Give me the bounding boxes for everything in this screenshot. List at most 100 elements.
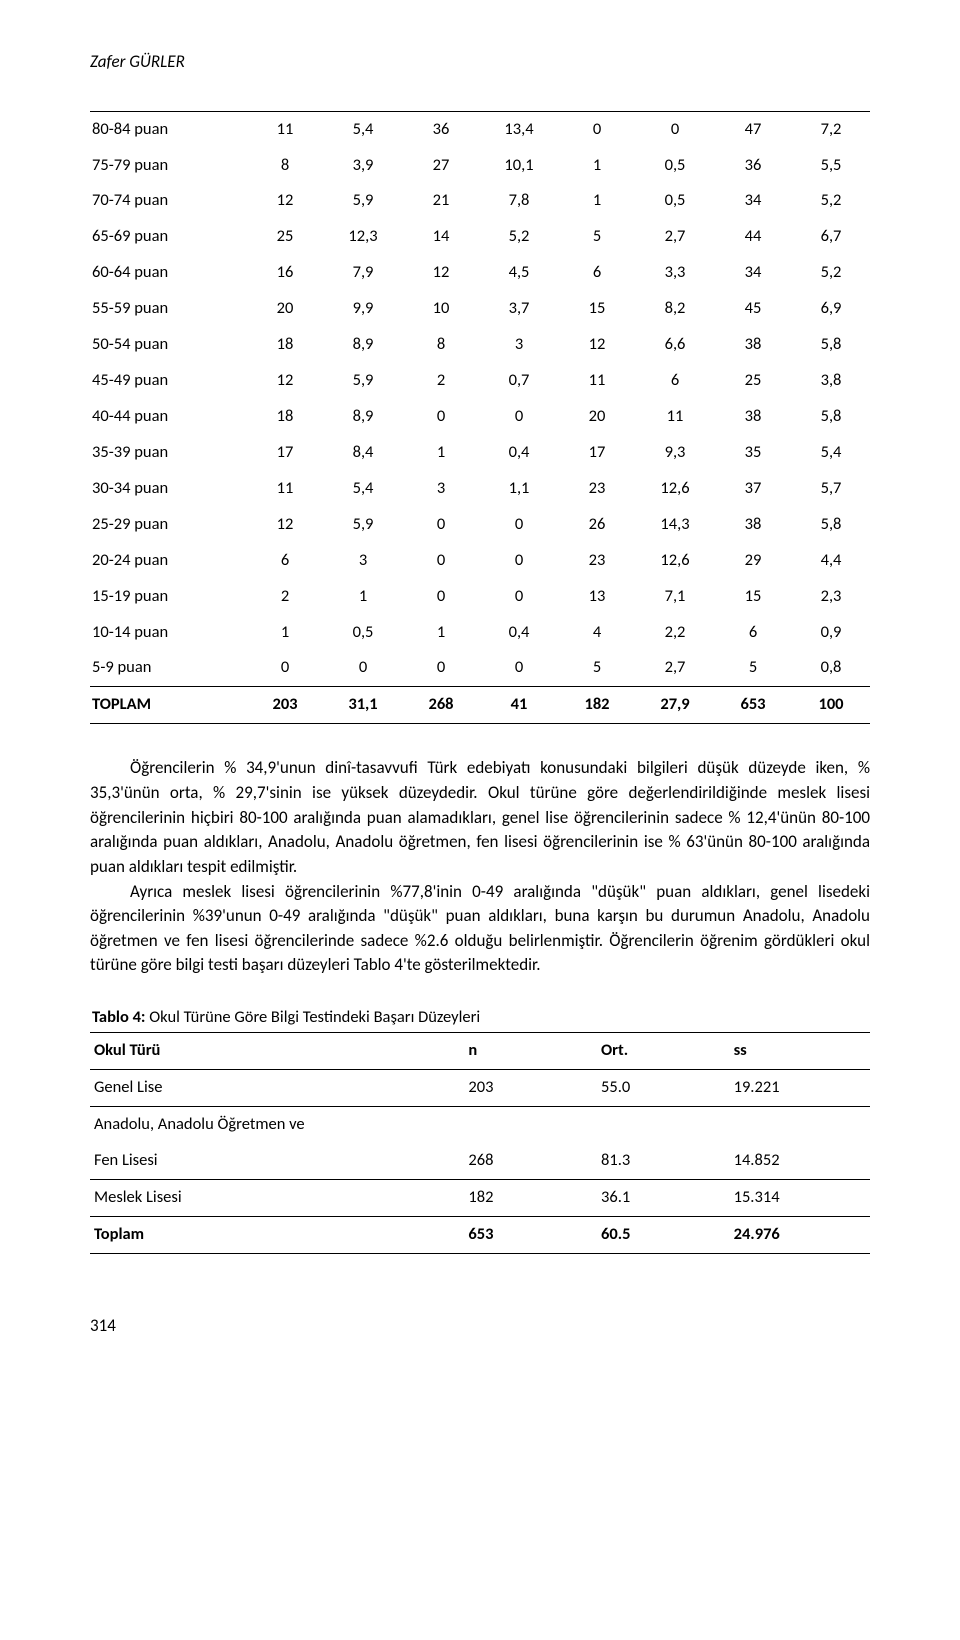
table-cell: 3,3 xyxy=(636,255,714,291)
table-cell: 14 xyxy=(402,219,480,255)
table-cell: 4 xyxy=(558,615,636,651)
table-cell: 5,4 xyxy=(324,471,402,507)
table-cell: 26 xyxy=(558,507,636,543)
table-cell: 10 xyxy=(402,291,480,327)
table-cell: 27 xyxy=(402,148,480,184)
table-cell: 2,3 xyxy=(792,579,870,615)
table-cell: 37 xyxy=(714,471,792,507)
table-cell: 5,9 xyxy=(324,363,402,399)
total-label: TOPLAM xyxy=(90,687,246,724)
table-cell: 21 xyxy=(402,183,480,219)
table-cell: 60.5 xyxy=(597,1216,730,1253)
table-cell: 9,9 xyxy=(324,291,402,327)
table-cell: 0,5 xyxy=(636,183,714,219)
table-cell: 6 xyxy=(636,363,714,399)
table-cell: 0 xyxy=(636,111,714,147)
table-cell: 5-9 puan xyxy=(90,650,246,686)
table-cell: 5,5 xyxy=(792,148,870,184)
table-cell: Meslek Lisesi xyxy=(90,1179,464,1216)
table-cell: 24.976 xyxy=(730,1216,870,1253)
table-row: Genel Lise20355.019.221 xyxy=(90,1069,870,1106)
table-cell: 3 xyxy=(480,327,558,363)
table-cell: 5,9 xyxy=(324,183,402,219)
table-cell: 0,4 xyxy=(480,435,558,471)
table-cell: 5,8 xyxy=(792,507,870,543)
table-cell: 1 xyxy=(324,579,402,615)
table-cell: 1 xyxy=(558,183,636,219)
table-cell: 3,7 xyxy=(480,291,558,327)
table-cell: 6,9 xyxy=(792,291,870,327)
table-cell: 6 xyxy=(558,255,636,291)
table-cell: 17 xyxy=(246,435,324,471)
table-cell: 2,7 xyxy=(636,219,714,255)
table-cell: 11 xyxy=(246,471,324,507)
table-cell: 60-64 puan xyxy=(90,255,246,291)
table-cell: 20 xyxy=(558,399,636,435)
table-cell: 8,4 xyxy=(324,435,402,471)
table-cell: 75-79 puan xyxy=(90,148,246,184)
table-cell: 268 xyxy=(402,687,480,724)
table-cell: 2 xyxy=(402,363,480,399)
paragraph: Ayrıca meslek lisesi öğrencilerinin %77,… xyxy=(90,880,870,979)
table-cell: 15.314 xyxy=(730,1179,870,1216)
table-cell xyxy=(730,1106,870,1142)
table-cell: 20-24 puan xyxy=(90,543,246,579)
table-cell: 45 xyxy=(714,291,792,327)
table-row: 60-64 puan167,9124,563,3345,2 xyxy=(90,255,870,291)
table-cell: 653 xyxy=(714,687,792,724)
table-cell: 5,7 xyxy=(792,471,870,507)
table-cell: Fen Lisesi xyxy=(90,1143,464,1179)
table-cell: 41 xyxy=(480,687,558,724)
table-cell: 65-69 puan xyxy=(90,219,246,255)
table-cell: 203 xyxy=(246,687,324,724)
table-row: 75-79 puan83,92710,110,5365,5 xyxy=(90,148,870,184)
table-cell: 40-44 puan xyxy=(90,399,246,435)
table-cell: 12,6 xyxy=(636,471,714,507)
table-header-cell: n xyxy=(464,1033,597,1070)
table-cell: 3,8 xyxy=(792,363,870,399)
table-header-cell: Okul Türü xyxy=(90,1033,464,1070)
table-row: 50-54 puan188,983126,6385,8 xyxy=(90,327,870,363)
table-cell: 23 xyxy=(558,471,636,507)
table-cell: 25 xyxy=(714,363,792,399)
table-row: 10-14 puan10,510,442,260,9 xyxy=(90,615,870,651)
table-cell: 35 xyxy=(714,435,792,471)
table-cell: Genel Lise xyxy=(90,1069,464,1106)
table-cell: 5,2 xyxy=(480,219,558,255)
table-cell: 100 xyxy=(792,687,870,724)
table-cell: 0,5 xyxy=(636,148,714,184)
table-cell: 15 xyxy=(714,579,792,615)
table-cell: 1 xyxy=(402,615,480,651)
table-cell: 27,9 xyxy=(636,687,714,724)
table-cell: 0,5 xyxy=(324,615,402,651)
table-row: 20-24 puan63002312,6294,4 xyxy=(90,543,870,579)
score-distribution-table: 80-84 puan115,43613,400477,275-79 puan83… xyxy=(90,111,870,725)
table-row: 40-44 puan188,9002011385,8 xyxy=(90,399,870,435)
table-cell: 4,4 xyxy=(792,543,870,579)
table-cell: 6,6 xyxy=(636,327,714,363)
table-cell: 0 xyxy=(402,579,480,615)
table-cell: 12 xyxy=(558,327,636,363)
table-cell: 182 xyxy=(464,1179,597,1216)
table-cell: 0,8 xyxy=(792,650,870,686)
table-cell: 0 xyxy=(480,579,558,615)
table-cell: 25-29 puan xyxy=(90,507,246,543)
table-cell: 10,1 xyxy=(480,148,558,184)
table-cell: 5 xyxy=(558,219,636,255)
table-cell: 12,6 xyxy=(636,543,714,579)
table-cell: 30-34 puan xyxy=(90,471,246,507)
table-cell: 36 xyxy=(714,148,792,184)
table-cell: 2,2 xyxy=(636,615,714,651)
table-cell: 70-74 puan xyxy=(90,183,246,219)
table-cell: 0 xyxy=(402,543,480,579)
table-cell: 16 xyxy=(246,255,324,291)
table-cell: 0,9 xyxy=(792,615,870,651)
table4-summary: Okul TürünOrt.ss Genel Lise20355.019.221… xyxy=(90,1032,870,1254)
table-cell: 5,8 xyxy=(792,327,870,363)
table-cell: 45-49 puan xyxy=(90,363,246,399)
table-cell: 38 xyxy=(714,327,792,363)
table-cell: 12 xyxy=(246,363,324,399)
table-cell: 6 xyxy=(714,615,792,651)
table-cell: 19.221 xyxy=(730,1069,870,1106)
table-cell: 18 xyxy=(246,327,324,363)
